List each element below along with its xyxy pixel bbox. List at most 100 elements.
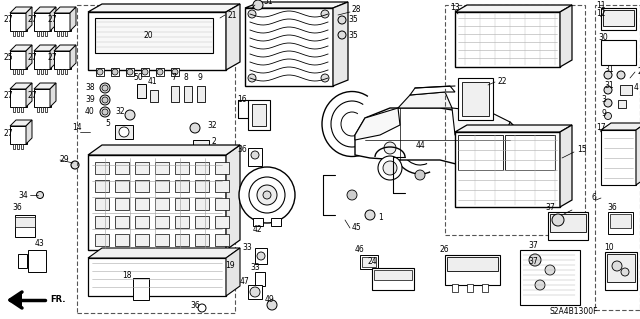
- Bar: [610, 214, 631, 228]
- Polygon shape: [88, 248, 240, 258]
- Bar: [175, 234, 189, 246]
- Text: 36: 36: [190, 300, 200, 309]
- Text: 15: 15: [577, 145, 587, 154]
- Circle shape: [190, 123, 200, 133]
- Circle shape: [248, 10, 256, 18]
- Polygon shape: [10, 292, 22, 308]
- Bar: [175, 198, 189, 210]
- Circle shape: [604, 71, 612, 79]
- Circle shape: [71, 161, 79, 169]
- Bar: [96, 68, 104, 76]
- Text: S2A4B1300F: S2A4B1300F: [550, 308, 598, 316]
- Circle shape: [127, 69, 133, 75]
- Bar: [135, 198, 149, 210]
- Circle shape: [468, 161, 482, 175]
- Bar: [21, 107, 23, 112]
- Text: 35: 35: [348, 31, 358, 40]
- Circle shape: [125, 110, 135, 120]
- Text: 27: 27: [4, 129, 13, 137]
- Polygon shape: [26, 83, 32, 107]
- Bar: [126, 68, 134, 76]
- Polygon shape: [88, 145, 240, 155]
- Text: 28: 28: [352, 5, 362, 14]
- Polygon shape: [34, 7, 56, 13]
- Bar: [193, 140, 209, 152]
- Circle shape: [112, 69, 118, 75]
- Text: 37: 37: [528, 257, 538, 266]
- Bar: [15, 215, 35, 237]
- Text: 29: 29: [638, 68, 640, 77]
- Circle shape: [338, 31, 346, 39]
- Text: 6: 6: [591, 194, 596, 203]
- Circle shape: [253, 0, 263, 10]
- Circle shape: [100, 95, 110, 105]
- Bar: [253, 218, 263, 226]
- Circle shape: [463, 156, 487, 180]
- Text: 27: 27: [28, 92, 38, 100]
- Bar: [175, 162, 189, 174]
- Bar: [10, 89, 27, 107]
- Text: 33: 33: [250, 263, 260, 272]
- Circle shape: [529, 254, 541, 266]
- Bar: [115, 216, 129, 228]
- Bar: [362, 257, 376, 267]
- Bar: [248, 100, 270, 130]
- Bar: [21, 144, 23, 149]
- Bar: [372, 268, 414, 290]
- Circle shape: [604, 99, 612, 107]
- Bar: [115, 198, 129, 210]
- Bar: [135, 216, 149, 228]
- Bar: [95, 162, 109, 174]
- Bar: [445, 5, 585, 235]
- Bar: [150, 90, 158, 102]
- Bar: [57, 31, 59, 36]
- Bar: [61, 31, 63, 36]
- Text: 44: 44: [416, 140, 426, 150]
- Bar: [155, 162, 169, 174]
- Bar: [41, 69, 43, 74]
- Circle shape: [157, 69, 163, 75]
- Circle shape: [248, 74, 256, 82]
- Bar: [252, 104, 266, 126]
- Text: 37: 37: [528, 241, 538, 249]
- Text: 24: 24: [368, 257, 378, 266]
- Bar: [548, 212, 588, 240]
- Text: 27: 27: [48, 16, 58, 25]
- Bar: [618, 100, 626, 108]
- Bar: [65, 69, 67, 74]
- Bar: [13, 107, 15, 112]
- Bar: [115, 162, 129, 174]
- Polygon shape: [54, 45, 76, 51]
- Bar: [482, 284, 488, 292]
- Circle shape: [384, 142, 396, 154]
- Polygon shape: [26, 45, 32, 69]
- Bar: [155, 180, 169, 192]
- Circle shape: [97, 69, 103, 75]
- Text: FR.: FR.: [50, 295, 65, 305]
- Bar: [77, 5, 235, 313]
- Bar: [175, 216, 189, 228]
- Bar: [605, 252, 637, 290]
- Text: 37: 37: [545, 204, 555, 212]
- Text: 1: 1: [378, 213, 383, 222]
- Polygon shape: [601, 123, 640, 130]
- Bar: [248, 285, 262, 299]
- Polygon shape: [10, 7, 32, 13]
- Bar: [141, 68, 149, 76]
- Bar: [17, 31, 19, 36]
- Circle shape: [617, 71, 625, 79]
- Bar: [601, 40, 636, 65]
- Circle shape: [172, 69, 178, 75]
- Circle shape: [378, 156, 402, 180]
- Bar: [452, 284, 458, 292]
- Circle shape: [102, 97, 108, 103]
- Circle shape: [239, 167, 295, 223]
- Text: 25: 25: [4, 54, 13, 63]
- Bar: [21, 69, 23, 74]
- Bar: [135, 162, 149, 174]
- Bar: [171, 68, 179, 76]
- Text: 31: 31: [604, 80, 614, 90]
- Text: 51: 51: [263, 0, 273, 6]
- Polygon shape: [355, 108, 400, 140]
- Bar: [455, 132, 560, 207]
